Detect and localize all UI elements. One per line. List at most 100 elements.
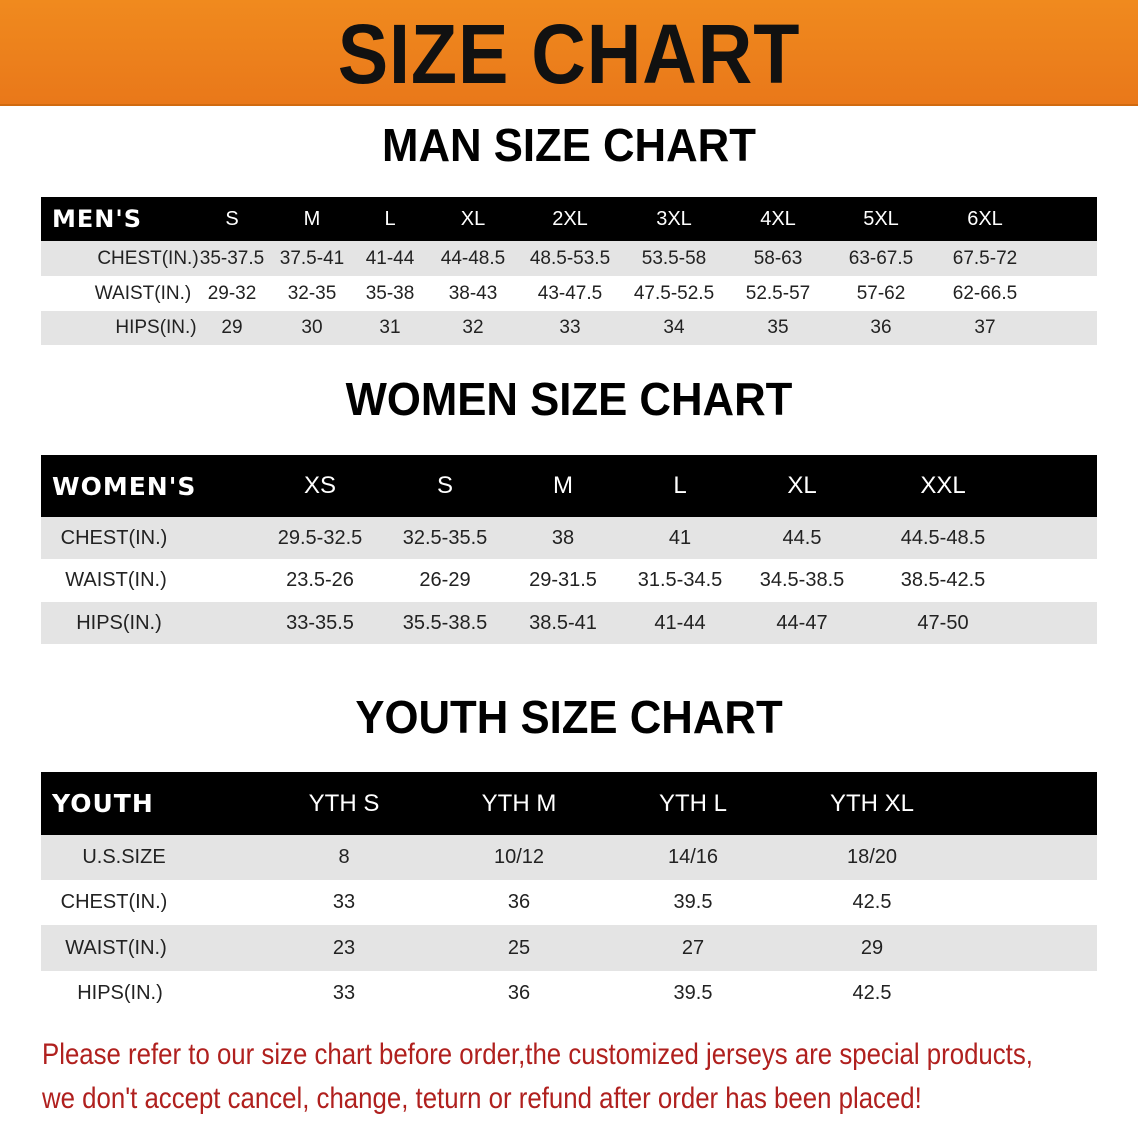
size-header: 2XL <box>552 207 588 230</box>
table-cell: 42.5 <box>852 891 892 913</box>
table-cell: 63-67.5 <box>848 247 914 269</box>
table-cell: 27 <box>681 936 705 959</box>
table-row: HIPS(IN.) 29 30 31 32 33 34 35 36 37 <box>41 311 1097 345</box>
size-header: 3XL <box>656 207 692 230</box>
table-row: U.S.SIZE 8 10/12 14/16 18/20 <box>41 835 1097 880</box>
notice-line-1: Please refer to our size chart before or… <box>42 1038 1033 1071</box>
table-cell: 35-38 <box>365 282 415 304</box>
table-cell: 26-29 <box>419 569 471 591</box>
table-cell: 32-35 <box>287 282 337 304</box>
table-cell: 31.5-34.5 <box>637 569 723 591</box>
table-cell: 29.5-32.5 <box>277 526 363 549</box>
table-cell: 52.5-57 <box>745 282 811 304</box>
size-header: 5XL <box>863 207 899 230</box>
header-label: WOMEN'S <box>52 471 197 501</box>
table-cell: 53.5-58 <box>641 247 707 269</box>
size-header: 4XL <box>760 207 796 230</box>
table-cell: 35-37.5 <box>199 247 265 269</box>
row-label: CHEST(IN.) <box>60 891 168 913</box>
table-header: YOUTH YTH S YTH M YTH L YTH XL <box>41 772 1097 835</box>
table-cell: 38.5-41 <box>529 611 597 634</box>
header-label: MEN'S <box>52 205 142 233</box>
table-cell: 33 <box>332 891 356 913</box>
table-cell: 41-44 <box>654 611 706 634</box>
table-cell: 34.5-38.5 <box>759 569 845 591</box>
header-label: YOUTH <box>52 789 154 818</box>
table-cell: 29 <box>221 317 243 338</box>
banner: SIZE CHART <box>0 0 1138 106</box>
table-cell: 36 <box>870 317 892 338</box>
banner-title: SIZE CHART <box>337 7 801 101</box>
table-cell: 44.5 <box>782 526 822 549</box>
section-title-youth: YOUTH SIZE CHART <box>355 691 783 743</box>
row-label: WAIST(IN.) <box>65 569 167 591</box>
table-cell: 29 <box>860 936 884 959</box>
size-header: YTH L <box>658 789 728 817</box>
table-cell: 37 <box>974 317 996 338</box>
men-size-table: MEN'S S M L XL 2XL 3XL 4XL 5XL 6XL CHEST(IN.) 35-37… <box>41 197 1097 345</box>
size-header: XXL <box>920 472 966 499</box>
table-cell: 47.5-52.5 <box>633 282 715 304</box>
section-title-men: MAN SIZE CHART <box>382 119 756 171</box>
table-row: CHEST(IN.) 35-37.5 37.5-41 41-44 44-48.5 48.5… <box>41 241 1097 276</box>
table-cell: 48.5-53.5 <box>529 247 611 269</box>
notice-line-2: we don't accept cancel, change, teturn o… <box>42 1082 922 1115</box>
table-row: CHEST(IN.) 29.5-32.5 32.5-35.5 38 41 44.5 44.5… <box>41 517 1097 559</box>
table-cell: 67.5-72 <box>952 247 1018 269</box>
table-cell: 39.5 <box>673 982 713 1004</box>
table-row: WAIST(IN.) 23.5-26 26-29 29-31.5 31.5-34.5 34… <box>41 559 1097 602</box>
table-cell: 38-43 <box>448 282 498 304</box>
table-cell: 31 <box>379 317 401 338</box>
table-cell: 23.5-26 <box>286 569 354 591</box>
table-cell: 29-31.5 <box>529 569 597 591</box>
size-header: XL <box>460 207 486 230</box>
table-cell: 34 <box>663 317 685 338</box>
table-cell: 39.5 <box>673 891 713 913</box>
table-cell: 33-35.5 <box>286 611 354 634</box>
size-header: XS <box>303 472 337 499</box>
table-cell: 58-63 <box>753 247 803 269</box>
table-cell: 33 <box>332 982 356 1004</box>
table-cell: 32 <box>462 317 484 338</box>
table-cell: 35 <box>767 317 789 338</box>
row-label: U.S.SIZE <box>82 846 166 868</box>
row-label: HIPS(IN.) <box>77 982 163 1004</box>
table-cell: 38 <box>551 526 575 549</box>
section-title-women: WOMEN SIZE CHART <box>345 373 793 425</box>
size-header: XL <box>787 472 817 499</box>
size-header: L <box>384 207 396 230</box>
size-header: 6XL <box>967 207 1003 230</box>
row-label: HIPS(IN.) <box>76 611 162 634</box>
table-cell: 42.5 <box>852 982 892 1004</box>
table-cell: 18/20 <box>846 846 898 868</box>
size-header: S <box>225 207 239 230</box>
size-header: M <box>303 207 321 230</box>
size-header: L <box>673 472 687 499</box>
table-row: HIPS(IN.) 33-35.5 35.5-38.5 38.5-41 41-44 44-… <box>41 602 1097 644</box>
size-header: YTH M <box>481 789 557 817</box>
row-label: CHEST(IN.) <box>60 526 168 549</box>
table-row: HIPS(IN.) 33 36 39.5 42.5 <box>41 971 1097 1016</box>
table-row: CHEST(IN.) 33 36 39.5 42.5 <box>41 880 1097 925</box>
row-label: HIPS(IN.) <box>115 317 197 338</box>
table-cell: 25 <box>507 936 531 959</box>
table-cell: 43-47.5 <box>537 282 603 304</box>
women-size-table: WOMEN'S XS S M L XL XXL CHEST(IN.) 29.5-32.5 32.5… <box>41 455 1097 644</box>
table-cell: 30 <box>301 317 323 338</box>
table-row: WAIST(IN.) 29-32 32-35 35-38 38-43 43-47.5 47.… <box>41 276 1097 311</box>
table-cell: 41 <box>668 526 692 549</box>
table-cell: 8 <box>338 846 350 868</box>
table-cell: 57-62 <box>856 282 906 304</box>
table-header: MEN'S S M L XL 2XL 3XL 4XL 5XL 6XL <box>41 197 1097 241</box>
table-cell: 10/12 <box>493 846 545 868</box>
size-header: YTH XL <box>829 789 915 817</box>
row-label: WAIST(IN.) <box>94 282 192 304</box>
table-cell: 62-66.5 <box>952 282 1018 304</box>
youth-size-table: YOUTH YTH S YTH M YTH L YTH XL U.S.SIZE 8 10/12… <box>41 772 1097 1016</box>
table-header: WOMEN'S XS S M L XL XXL <box>41 455 1097 517</box>
table-cell: 37.5-41 <box>279 247 345 269</box>
table-cell: 29-32 <box>207 282 257 304</box>
table-cell: 36 <box>507 891 531 913</box>
table-cell: 44-48.5 <box>440 247 506 269</box>
table-cell: 38.5-42.5 <box>900 569 986 591</box>
